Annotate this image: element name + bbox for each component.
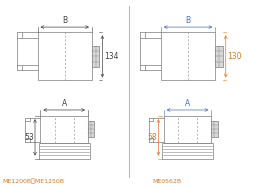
Text: A: A	[185, 99, 190, 108]
Text: B: B	[62, 16, 67, 25]
Bar	[162, 143, 213, 158]
Text: 130: 130	[227, 52, 242, 61]
Text: 53: 53	[24, 133, 34, 142]
Text: 58: 58	[148, 133, 157, 142]
Text: A: A	[61, 99, 67, 108]
Bar	[40, 116, 88, 143]
Bar	[38, 32, 92, 80]
Bar	[88, 121, 94, 137]
Bar	[39, 143, 90, 158]
Text: B: B	[186, 16, 191, 25]
Bar	[164, 116, 212, 143]
Bar	[212, 121, 218, 137]
Bar	[161, 32, 215, 80]
Text: ME0562B: ME0562B	[152, 179, 182, 184]
Text: ME1200B，ME1250B: ME1200B，ME1250B	[2, 179, 65, 184]
Bar	[92, 46, 99, 67]
Text: 134: 134	[104, 52, 118, 61]
Bar	[215, 46, 223, 67]
